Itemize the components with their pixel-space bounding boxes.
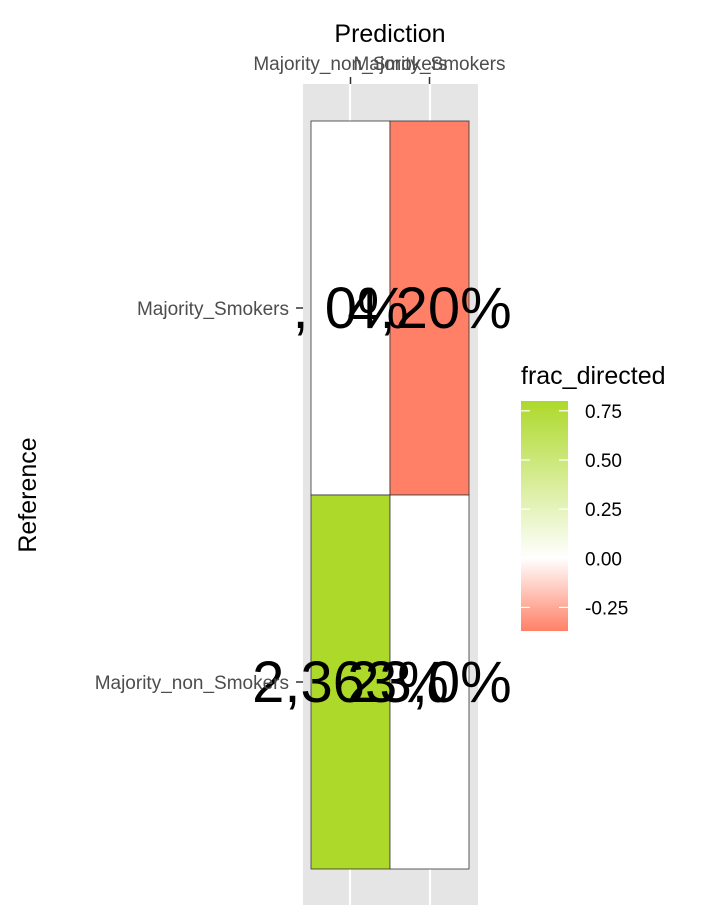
x-axis-title: Prediction <box>334 20 445 48</box>
cell-value-label: 4,20% <box>347 276 511 341</box>
heatmap-cells <box>310 120 470 870</box>
heatmap-cell <box>310 494 391 870</box>
heatmap-cell <box>310 120 391 496</box>
x-tick-label: Majority_Smokers <box>353 54 505 75</box>
legend-tick-label: 0.00 <box>585 549 622 570</box>
legend-ticks: 0.75 0.50 0.25 0.00 -0.25 <box>521 402 628 619</box>
y-tick-label: Majority_non_Smokers <box>95 673 289 694</box>
legend-title: frac_directed <box>521 362 666 390</box>
cell-value-label: 2,363% <box>252 650 449 715</box>
colorbar-legend: frac_directed 0.75 0.50 0.25 0.00 -0.25 <box>521 362 666 631</box>
colorbar <box>521 401 568 631</box>
heatmap-cell <box>389 494 470 870</box>
y-axis-title: Reference <box>14 437 42 552</box>
y-axis-ticks: Majority_Smokers Majority_non_Smokers <box>95 299 303 694</box>
legend-tick-label: 0.50 <box>585 451 622 472</box>
legend-tick-label: -0.25 <box>585 598 628 619</box>
x-tick-label: Majority_non_Smokers <box>253 54 447 75</box>
heatmap-cell <box>389 120 470 496</box>
heatmap-cell-labels: , 0%4,20% 2,363%23,0% <box>252 276 512 715</box>
legend-tick-label: 0.25 <box>585 500 622 521</box>
y-tick-label: Majority_Smokers <box>137 299 289 320</box>
legend-tick-label: 0.75 <box>585 402 622 423</box>
cell-value-label: 23,0% <box>347 650 511 715</box>
cell-value-label: , 0% <box>292 276 408 341</box>
